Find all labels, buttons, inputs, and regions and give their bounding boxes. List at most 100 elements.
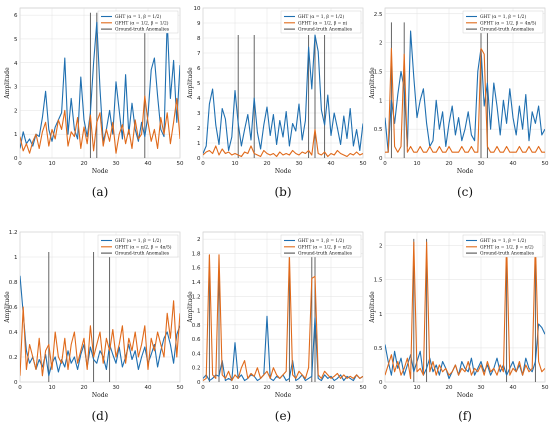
y-tick-label: 1 <box>379 98 383 104</box>
chart-panel-5: 0 10 20 30 40 50 0 0.2 0.4 0.6 0.8 1 1.2 1.4 1.6 1.8 2 No… <box>187 231 367 423</box>
x-tick-label: 20 <box>264 385 271 391</box>
y-tick-label: 0.5 <box>374 127 383 133</box>
legend-entry: Ground-truth Anomalies <box>480 252 535 257</box>
x-axis-label: Node <box>275 392 292 399</box>
legend-entry: GFHT (α = 1/2, β = 1/2) <box>115 21 169 26</box>
legend-entry: Ground-truth Anomalies <box>298 252 353 257</box>
y-tick-label: 1.4 <box>192 280 201 286</box>
chart-panel-3: 0 10 20 30 40 50 0 0.5 1 1.5 2 2.5 Node Amplitude GHT … <box>369 7 549 199</box>
x-tick-label: 30 <box>478 161 485 167</box>
plot-content <box>203 34 363 158</box>
chart-panel-6: 0 10 20 30 40 50 0 0.5 1 1.5 2 Node Amplitude GHT (α … <box>369 231 549 423</box>
legend-entry: Ground-truth Anomalies <box>480 28 535 33</box>
x-tick-label: 30 <box>113 161 120 167</box>
ght-series-line <box>203 34 363 154</box>
y-tick-label: 1 <box>14 255 18 261</box>
y-tick-label: 0 <box>14 156 18 162</box>
x-tick-label: 10 <box>49 161 56 167</box>
y-axis-label: Amplitude <box>4 67 11 100</box>
y-tick-label: 1 <box>197 141 201 147</box>
y-tick-label: 0 <box>379 380 383 386</box>
y-tick-label: 0 <box>379 156 383 162</box>
panel-caption: (b) <box>274 185 291 199</box>
x-tick-label: 0 <box>201 385 205 391</box>
y-tick-label: 2 <box>197 126 201 132</box>
y-tick-label: 2.5 <box>374 12 383 18</box>
x-tick-label: 0 <box>383 385 387 391</box>
gfht-series-line <box>385 241 545 380</box>
y-tick-label: 0.2 <box>192 366 201 372</box>
ght-series-line <box>385 30 545 153</box>
x-tick-label: 50 <box>360 385 367 391</box>
x-tick-label: 40 <box>510 385 517 391</box>
x-tick-label: 30 <box>113 385 120 391</box>
x-tick-label: 10 <box>232 161 239 167</box>
panel-caption: (a) <box>92 185 109 199</box>
x-tick-label: 20 <box>264 161 271 167</box>
legend-entry: GHT (α = 1, β = 1/2) <box>298 239 344 244</box>
legend-entry: GFHT (α = 1/2, β = π/2) <box>298 245 352 250</box>
legend-entry: GFHT (α = π/2, β = 4π/5) <box>115 245 172 250</box>
x-tick-label: 40 <box>328 161 335 167</box>
x-tick-label: 10 <box>414 385 421 391</box>
legend-entry: GFHT (α = 1/2, β = 4π/5) <box>480 21 537 26</box>
x-tick-label: 0 <box>18 385 22 391</box>
y-tick-label: 5 <box>14 37 18 43</box>
y-tick-label: 0.2 <box>9 355 18 361</box>
x-tick-label: 30 <box>478 385 485 391</box>
x-tick-label: 50 <box>177 385 184 391</box>
y-tick-label: 2 <box>379 41 383 47</box>
legend-entry: GHT (α = 1, β = 1/2) <box>115 239 161 244</box>
y-tick-label: 0.5 <box>374 346 383 352</box>
y-tick-label: 10 <box>194 6 201 12</box>
panel-caption: (d) <box>91 409 108 423</box>
chart-panel-2: 0 10 20 30 40 50 0 1 2 3 4 5 6 7 8 9 10 Node Amplitude GHT … <box>187 6 367 199</box>
legend-box <box>462 234 544 258</box>
y-axis-label: Amplitude <box>187 67 194 100</box>
plot-content <box>385 22 545 158</box>
x-tick-label: 20 <box>446 161 453 167</box>
y-tick-label: 0.4 <box>9 330 18 336</box>
x-tick-label: 50 <box>542 161 549 167</box>
y-tick-label: 0.8 <box>192 323 201 329</box>
y-tick-label: 6 <box>197 66 201 72</box>
y-tick-label: 0.6 <box>192 337 201 343</box>
legend-entry: GFHT (α = 1/2, β = π/2) <box>480 245 534 250</box>
gfht-series-line <box>203 254 363 382</box>
y-tick-label: 0 <box>14 380 18 386</box>
x-tick-label: 0 <box>201 161 205 167</box>
x-tick-label: 50 <box>177 161 184 167</box>
gfht-series-line <box>20 95 180 154</box>
y-tick-label: 0.4 <box>192 351 201 357</box>
ght-series-line <box>20 19 180 149</box>
y-tick-label: 1.5 <box>374 69 383 75</box>
plot-content <box>385 238 545 382</box>
y-tick-label: 1.6 <box>192 266 201 272</box>
x-tick-label: 30 <box>296 385 303 391</box>
x-tick-label: 50 <box>542 385 549 391</box>
legend-box <box>280 234 362 258</box>
x-tick-label: 20 <box>446 385 453 391</box>
y-tick-label: 3 <box>197 111 201 117</box>
gfht-series-line <box>385 47 545 153</box>
plot-content <box>203 254 363 382</box>
gfht-series-line <box>203 128 363 158</box>
y-tick-label: 2 <box>14 108 18 114</box>
legend-entry: GHT (α = 1, β = 1/2) <box>115 15 161 20</box>
y-tick-label: 1.8 <box>192 251 201 257</box>
y-tick-label: 2 <box>197 237 201 243</box>
y-tick-label: 1.5 <box>374 278 383 284</box>
x-tick-label: 30 <box>296 161 303 167</box>
y-tick-label: 1 <box>197 309 201 315</box>
legend-entry: Ground-truth Anomalies <box>298 28 353 33</box>
y-tick-label: 3 <box>14 85 18 91</box>
x-tick-label: 0 <box>18 161 22 167</box>
y-tick-label: 0 <box>197 156 201 162</box>
x-tick-label: 40 <box>145 385 152 391</box>
x-axis-label: Node <box>92 168 109 175</box>
plot-content <box>20 12 180 158</box>
x-tick-label: 20 <box>81 161 88 167</box>
y-axis-label: Amplitude <box>369 291 376 324</box>
legend-box <box>462 10 544 34</box>
x-axis-label: Node <box>457 168 474 175</box>
